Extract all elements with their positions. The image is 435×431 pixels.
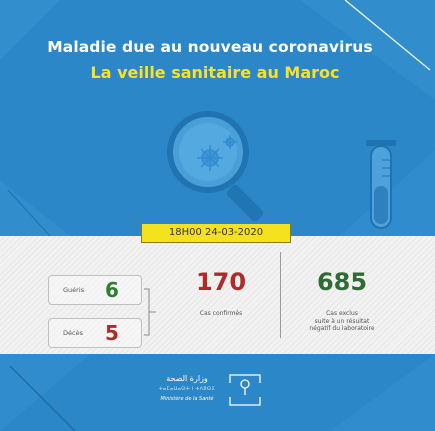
magnifier-virus-icon <box>167 111 264 222</box>
recovered-box: Guéris 6 <box>48 275 142 305</box>
excluded-label-line3: négatif du laboratoire <box>309 325 375 332</box>
footer-panel <box>0 354 435 431</box>
recovered-value: 6 <box>105 278 119 302</box>
recovered-label: Guéris <box>63 286 85 294</box>
header-panel: Maladie due au nouveau coronavirus La ve… <box>0 0 435 236</box>
ministry-name-arabic: وزارة الصحة <box>166 374 208 383</box>
ministry-logo-icon <box>229 374 261 406</box>
excluded-value: 685 <box>316 268 368 296</box>
excluded-label: Cas exclus suite à un résultat négatif d… <box>290 310 394 333</box>
footer-decoration <box>0 354 435 431</box>
page-subtitle: La veille sanitaire au Maroc <box>90 63 340 82</box>
confirmed-value: 170 <box>195 268 247 296</box>
stats-divider <box>280 252 281 338</box>
excluded-label-line1: Cas exclus <box>326 310 358 317</box>
page-title: Maladie due au nouveau coronavirus <box>47 38 373 56</box>
ministry-name-french: Ministère de la Santé <box>160 396 214 402</box>
bracket-connector <box>144 288 156 336</box>
deaths-box: Décès 5 <box>48 318 142 348</box>
test-tube-icon <box>366 140 396 229</box>
excluded-label-line2: suite à un résultat <box>314 317 370 325</box>
deaths-label: Décès <box>63 329 83 337</box>
ministry-name-tifinagh: ⵜⴰⵎⴰⵡⴰⵙⵜ ⵏ ⵜⴷⵓⵙⵉ <box>158 386 216 392</box>
confirmed-label: Cas confirmés <box>199 310 243 317</box>
stats-panel <box>0 236 435 354</box>
report-datetime: 18H00 24-03-2020 <box>141 223 291 243</box>
deaths-value: 5 <box>105 321 119 345</box>
